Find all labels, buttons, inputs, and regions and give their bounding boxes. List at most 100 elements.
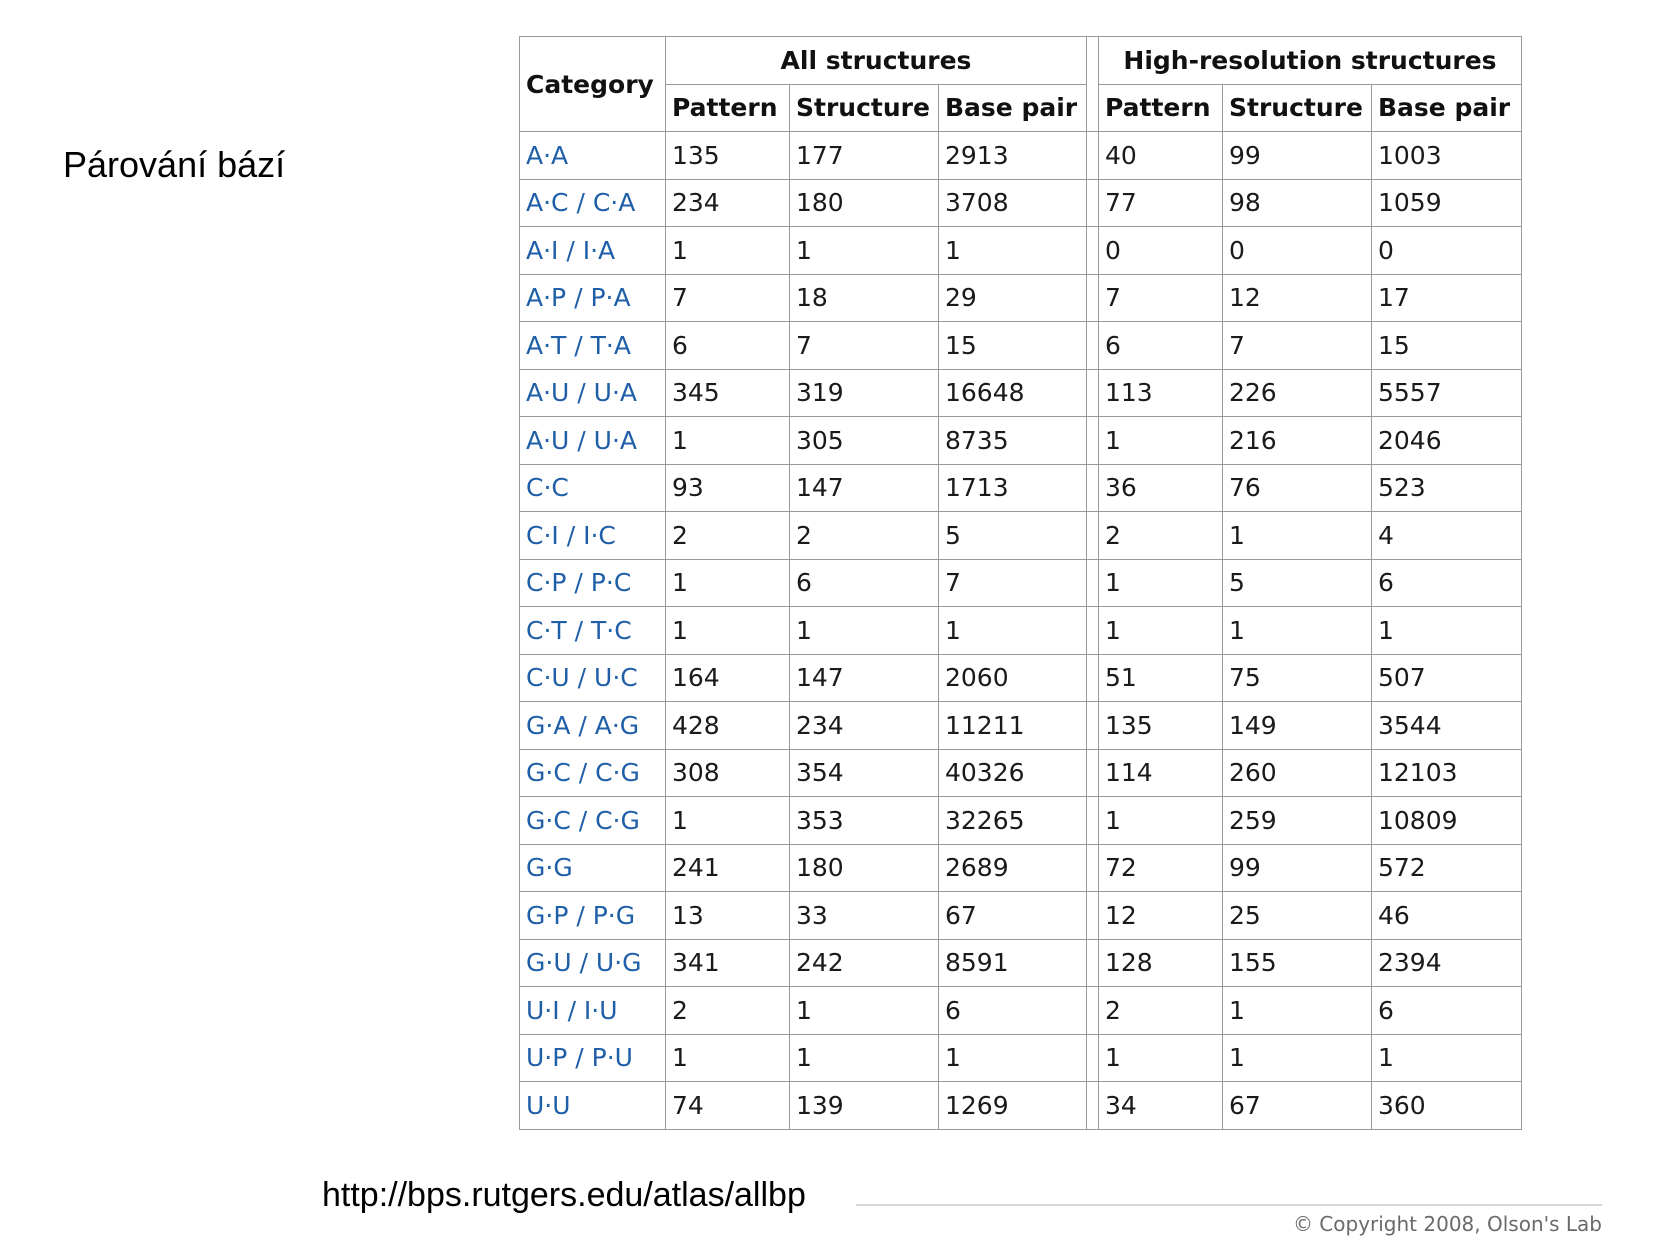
cell-all-pattern: 7	[665, 273, 790, 322]
cell-all-base-pair: 16648	[938, 368, 1087, 417]
category-link[interactable]: A·A	[519, 131, 666, 180]
category-link[interactable]: A·U / U·A	[519, 368, 666, 417]
table-row: A·T / T·A 6 7 15 6 7 15	[519, 321, 1522, 370]
cell-hr-pattern: 40	[1098, 131, 1223, 180]
cell-hr-structure: 0	[1222, 226, 1372, 275]
cell-all-structure: 242	[789, 938, 939, 987]
cell-all-structure: 177	[789, 131, 939, 180]
cell-hr-structure: 216	[1222, 416, 1372, 465]
cell-hr-base-pair: 6	[1371, 558, 1522, 607]
cell-all-structure: 18	[789, 273, 939, 322]
subheader-structure: Structure	[789, 83, 939, 132]
cell-hr-base-pair: 1003	[1371, 131, 1522, 180]
category-link[interactable]: U·I / I·U	[519, 986, 666, 1035]
cell-all-pattern: 345	[665, 368, 790, 417]
category-link[interactable]: G·A / A·G	[519, 701, 666, 750]
category-link[interactable]: G·C / C·G	[519, 796, 666, 845]
cell-all-base-pair: 8591	[938, 938, 1087, 987]
cell-all-base-pair: 1269	[938, 1081, 1087, 1130]
cell-hr-structure: 98	[1222, 178, 1372, 227]
column-separator	[1086, 368, 1099, 417]
table-row: C·U / U·C 164 147 2060 51 75 507	[519, 653, 1522, 702]
category-link[interactable]: C·T / T·C	[519, 606, 666, 655]
category-link[interactable]: G·U / U·G	[519, 938, 666, 987]
cell-hr-structure: 75	[1222, 653, 1372, 702]
cell-hr-base-pair: 3544	[1371, 701, 1522, 750]
cell-all-pattern: 1	[665, 226, 790, 275]
category-link[interactable]: G·G	[519, 843, 666, 892]
cell-hr-structure: 260	[1222, 748, 1372, 797]
column-separator	[1086, 131, 1099, 180]
cell-all-base-pair: 1	[938, 606, 1087, 655]
cell-hr-pattern: 0	[1098, 226, 1223, 275]
table-row: C·I / I·C 2 2 5 2 1 4	[519, 511, 1522, 560]
cell-hr-base-pair: 4	[1371, 511, 1522, 560]
cell-hr-pattern: 113	[1098, 368, 1223, 417]
cell-all-pattern: 1	[665, 1033, 790, 1082]
cell-all-structure: 353	[789, 796, 939, 845]
cell-all-pattern: 308	[665, 748, 790, 797]
cell-all-base-pair: 29	[938, 273, 1087, 322]
cell-hr-pattern: 128	[1098, 938, 1223, 987]
cell-hr-base-pair: 2046	[1371, 416, 1522, 465]
column-separator	[1086, 1081, 1099, 1130]
cell-all-pattern: 6	[665, 321, 790, 370]
category-header: Category	[519, 36, 666, 132]
cell-all-base-pair: 67	[938, 891, 1087, 940]
copyright-notice: © Copyright 2008, Olson's Lab	[1292, 1212, 1602, 1236]
category-link[interactable]: A·T / T·A	[519, 321, 666, 370]
cell-all-structure: 1	[789, 226, 939, 275]
cell-hr-base-pair: 15	[1371, 321, 1522, 370]
cell-all-base-pair: 5	[938, 511, 1087, 560]
category-link[interactable]: C·I / I·C	[519, 511, 666, 560]
category-link[interactable]: C·P / P·C	[519, 558, 666, 607]
column-separator	[1086, 416, 1099, 465]
cell-all-structure: 33	[789, 891, 939, 940]
column-separator	[1086, 748, 1099, 797]
cell-all-pattern: 1	[665, 606, 790, 655]
table-row: G·A / A·G 428 234 11211 135 149 3544	[519, 701, 1522, 750]
cell-hr-pattern: 6	[1098, 321, 1223, 370]
table-row: A·I / I·A 1 1 1 0 0 0	[519, 226, 1522, 275]
category-link[interactable]: A·P / P·A	[519, 273, 666, 322]
cell-all-pattern: 1	[665, 558, 790, 607]
cell-all-base-pair: 7	[938, 558, 1087, 607]
cell-hr-structure: 25	[1222, 891, 1372, 940]
table-row: G·C / C·G 1 353 32265 1 259 10809	[519, 796, 1522, 845]
cell-hr-base-pair: 46	[1371, 891, 1522, 940]
table-row: C·T / T·C 1 1 1 1 1 1	[519, 606, 1522, 655]
column-separator	[1086, 273, 1099, 322]
cell-hr-base-pair: 1059	[1371, 178, 1522, 227]
category-link[interactable]: A·I / I·A	[519, 226, 666, 275]
cell-hr-pattern: 51	[1098, 653, 1223, 702]
subheader-base-pair: Base pair	[938, 83, 1087, 132]
cell-hr-pattern: 1	[1098, 606, 1223, 655]
column-separator	[1086, 321, 1099, 370]
cell-hr-structure: 67	[1222, 1081, 1372, 1130]
category-link[interactable]: C·U / U·C	[519, 653, 666, 702]
cell-hr-structure: 1	[1222, 606, 1372, 655]
cell-hr-pattern: 77	[1098, 178, 1223, 227]
category-link[interactable]: U·P / P·U	[519, 1033, 666, 1082]
category-link[interactable]: C·C	[519, 463, 666, 512]
cell-hr-base-pair: 1	[1371, 1033, 1522, 1082]
group-header-row: Category All structures High-resolution …	[519, 36, 1522, 132]
cell-all-structure: 147	[789, 653, 939, 702]
cell-all-structure: 1	[789, 606, 939, 655]
category-link[interactable]: G·C / C·G	[519, 748, 666, 797]
cell-all-pattern: 1	[665, 796, 790, 845]
category-link[interactable]: U·U	[519, 1081, 666, 1130]
cell-hr-base-pair: 0	[1371, 226, 1522, 275]
cell-hr-structure: 99	[1222, 843, 1372, 892]
cell-all-structure: 6	[789, 558, 939, 607]
table-row: G·C / C·G 308 354 40326 114 260 12103	[519, 748, 1522, 797]
cell-all-pattern: 2	[665, 511, 790, 560]
category-link[interactable]: G·P / P·G	[519, 891, 666, 940]
cell-hr-base-pair: 507	[1371, 653, 1522, 702]
category-link[interactable]: A·U / U·A	[519, 416, 666, 465]
column-separator	[1086, 558, 1099, 607]
cell-hr-pattern: 2	[1098, 511, 1223, 560]
cell-hr-base-pair: 17	[1371, 273, 1522, 322]
column-separator	[1086, 653, 1099, 702]
category-link[interactable]: A·C / C·A	[519, 178, 666, 227]
